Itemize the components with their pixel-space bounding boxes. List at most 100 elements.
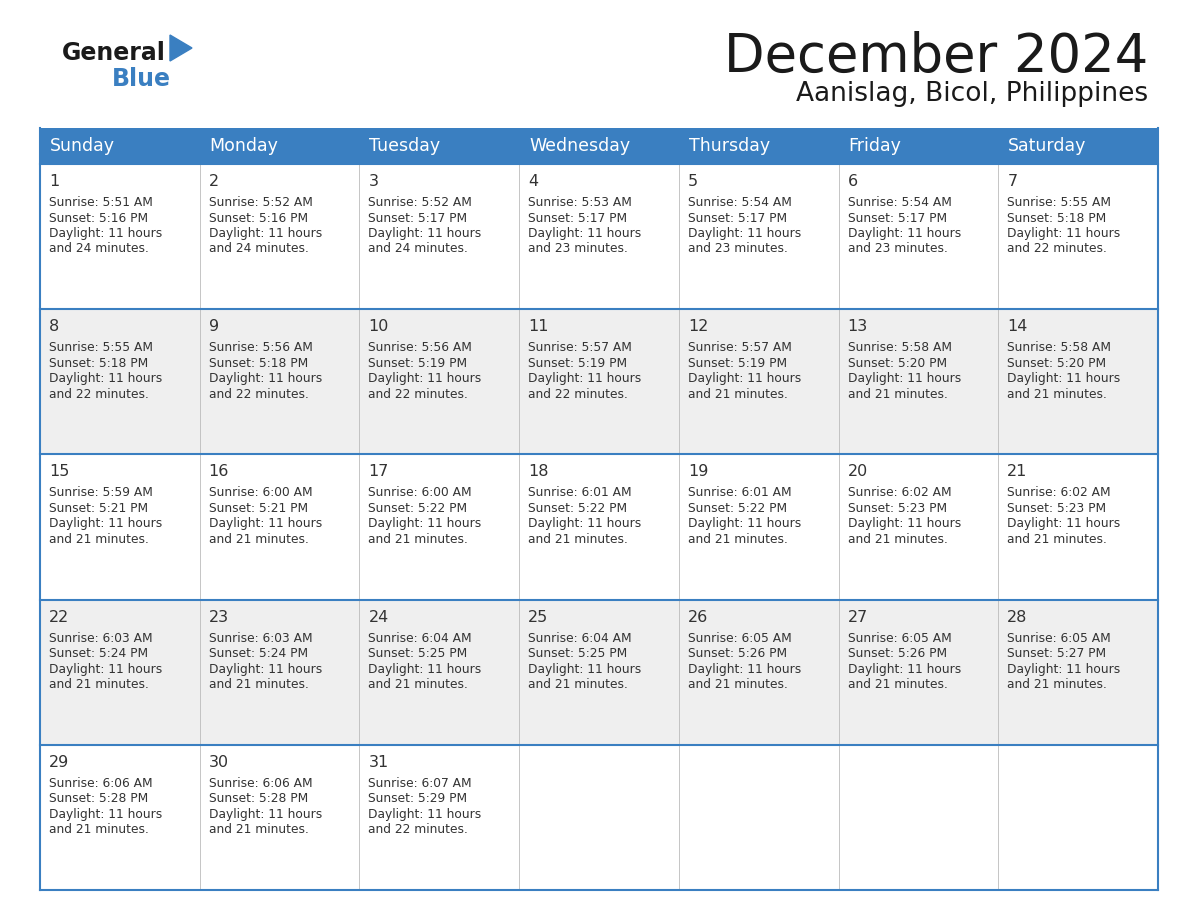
Text: Sunset: 5:19 PM: Sunset: 5:19 PM <box>688 357 786 370</box>
Bar <box>40 599 1158 744</box>
Text: 22: 22 <box>49 610 69 624</box>
Text: Daylight: 11 hours: Daylight: 11 hours <box>688 372 801 386</box>
Text: 18: 18 <box>529 465 549 479</box>
Text: Daylight: 11 hours: Daylight: 11 hours <box>49 808 163 821</box>
Text: Sunrise: 5:54 AM: Sunrise: 5:54 AM <box>847 196 952 209</box>
Text: Daylight: 11 hours: Daylight: 11 hours <box>1007 518 1120 531</box>
Text: and 21 minutes.: and 21 minutes. <box>529 533 628 546</box>
Text: Sunset: 5:18 PM: Sunset: 5:18 PM <box>209 357 308 370</box>
Text: Sunrise: 6:00 AM: Sunrise: 6:00 AM <box>209 487 312 499</box>
Text: Sunset: 5:17 PM: Sunset: 5:17 PM <box>529 211 627 225</box>
Text: 28: 28 <box>1007 610 1028 624</box>
Text: and 21 minutes.: and 21 minutes. <box>49 533 148 546</box>
Text: 8: 8 <box>49 319 59 334</box>
Text: 11: 11 <box>529 319 549 334</box>
Text: Sunrise: 5:57 AM: Sunrise: 5:57 AM <box>688 341 791 354</box>
Text: and 23 minutes.: and 23 minutes. <box>847 242 948 255</box>
Text: 30: 30 <box>209 755 229 770</box>
Text: and 22 minutes.: and 22 minutes. <box>1007 242 1107 255</box>
Text: 14: 14 <box>1007 319 1028 334</box>
Text: Sunrise: 6:04 AM: Sunrise: 6:04 AM <box>529 632 632 644</box>
Text: Sunrise: 5:58 AM: Sunrise: 5:58 AM <box>1007 341 1111 354</box>
Text: Sunrise: 6:06 AM: Sunrise: 6:06 AM <box>209 777 312 789</box>
Text: Sunset: 5:20 PM: Sunset: 5:20 PM <box>847 357 947 370</box>
Text: Daylight: 11 hours: Daylight: 11 hours <box>49 372 163 386</box>
Text: 12: 12 <box>688 319 708 334</box>
Text: Sunrise: 6:03 AM: Sunrise: 6:03 AM <box>49 632 152 644</box>
Text: Sunset: 5:17 PM: Sunset: 5:17 PM <box>368 211 468 225</box>
Text: Daylight: 11 hours: Daylight: 11 hours <box>209 808 322 821</box>
Text: Sunrise: 5:51 AM: Sunrise: 5:51 AM <box>49 196 153 209</box>
Text: Daylight: 11 hours: Daylight: 11 hours <box>1007 663 1120 676</box>
Text: Daylight: 11 hours: Daylight: 11 hours <box>368 808 481 821</box>
Text: Daylight: 11 hours: Daylight: 11 hours <box>1007 227 1120 240</box>
Text: and 21 minutes.: and 21 minutes. <box>1007 387 1107 400</box>
Text: Monday: Monday <box>210 137 279 155</box>
Text: Daylight: 11 hours: Daylight: 11 hours <box>529 372 642 386</box>
Text: Daylight: 11 hours: Daylight: 11 hours <box>368 518 481 531</box>
Text: Sunday: Sunday <box>50 137 115 155</box>
Text: Daylight: 11 hours: Daylight: 11 hours <box>209 227 322 240</box>
Text: Sunset: 5:25 PM: Sunset: 5:25 PM <box>529 647 627 660</box>
Text: Sunrise: 6:04 AM: Sunrise: 6:04 AM <box>368 632 472 644</box>
Text: Sunset: 5:29 PM: Sunset: 5:29 PM <box>368 792 468 805</box>
Text: and 21 minutes.: and 21 minutes. <box>209 678 309 691</box>
Text: 26: 26 <box>688 610 708 624</box>
Text: Sunset: 5:22 PM: Sunset: 5:22 PM <box>529 502 627 515</box>
Text: Sunset: 5:23 PM: Sunset: 5:23 PM <box>1007 502 1106 515</box>
Text: and 24 minutes.: and 24 minutes. <box>209 242 309 255</box>
Text: Sunrise: 6:05 AM: Sunrise: 6:05 AM <box>1007 632 1111 644</box>
Text: 23: 23 <box>209 610 229 624</box>
Text: Sunrise: 6:07 AM: Sunrise: 6:07 AM <box>368 777 472 789</box>
Text: and 22 minutes.: and 22 minutes. <box>209 387 309 400</box>
Text: and 21 minutes.: and 21 minutes. <box>368 678 468 691</box>
Text: and 21 minutes.: and 21 minutes. <box>529 678 628 691</box>
Bar <box>40 128 1158 164</box>
Text: Daylight: 11 hours: Daylight: 11 hours <box>847 372 961 386</box>
Text: Sunrise: 5:59 AM: Sunrise: 5:59 AM <box>49 487 153 499</box>
Text: 19: 19 <box>688 465 708 479</box>
Text: 31: 31 <box>368 755 388 770</box>
Text: and 22 minutes.: and 22 minutes. <box>49 387 148 400</box>
Text: Daylight: 11 hours: Daylight: 11 hours <box>209 518 322 531</box>
Text: and 21 minutes.: and 21 minutes. <box>847 678 948 691</box>
Text: 4: 4 <box>529 174 538 189</box>
Text: and 21 minutes.: and 21 minutes. <box>209 823 309 836</box>
Text: and 21 minutes.: and 21 minutes. <box>688 678 788 691</box>
Text: Blue: Blue <box>112 67 171 91</box>
Text: 20: 20 <box>847 465 867 479</box>
Text: Sunrise: 6:03 AM: Sunrise: 6:03 AM <box>209 632 312 644</box>
Text: and 21 minutes.: and 21 minutes. <box>847 533 948 546</box>
Text: Daylight: 11 hours: Daylight: 11 hours <box>209 372 322 386</box>
Text: General: General <box>62 41 166 65</box>
Text: Daylight: 11 hours: Daylight: 11 hours <box>688 227 801 240</box>
Text: and 21 minutes.: and 21 minutes. <box>688 533 788 546</box>
Text: Tuesday: Tuesday <box>369 137 441 155</box>
Text: Sunrise: 6:05 AM: Sunrise: 6:05 AM <box>847 632 952 644</box>
Text: Daylight: 11 hours: Daylight: 11 hours <box>49 518 163 531</box>
Text: Daylight: 11 hours: Daylight: 11 hours <box>847 518 961 531</box>
Text: Sunrise: 5:56 AM: Sunrise: 5:56 AM <box>368 341 473 354</box>
Text: Sunrise: 5:53 AM: Sunrise: 5:53 AM <box>529 196 632 209</box>
Text: 13: 13 <box>847 319 867 334</box>
Text: and 24 minutes.: and 24 minutes. <box>368 242 468 255</box>
Text: and 21 minutes.: and 21 minutes. <box>1007 533 1107 546</box>
Text: and 24 minutes.: and 24 minutes. <box>49 242 148 255</box>
Text: and 21 minutes.: and 21 minutes. <box>1007 678 1107 691</box>
Text: 1: 1 <box>49 174 59 189</box>
Text: 10: 10 <box>368 319 388 334</box>
Text: 17: 17 <box>368 465 388 479</box>
Text: Sunset: 5:16 PM: Sunset: 5:16 PM <box>49 211 148 225</box>
Text: and 21 minutes.: and 21 minutes. <box>688 387 788 400</box>
Text: Sunset: 5:20 PM: Sunset: 5:20 PM <box>1007 357 1106 370</box>
Text: Sunset: 5:28 PM: Sunset: 5:28 PM <box>209 792 308 805</box>
Text: Sunrise: 5:57 AM: Sunrise: 5:57 AM <box>529 341 632 354</box>
Text: 15: 15 <box>49 465 69 479</box>
Text: 9: 9 <box>209 319 219 334</box>
Text: and 21 minutes.: and 21 minutes. <box>847 387 948 400</box>
Text: December 2024: December 2024 <box>723 31 1148 83</box>
Text: Daylight: 11 hours: Daylight: 11 hours <box>368 227 481 240</box>
Text: Sunrise: 5:52 AM: Sunrise: 5:52 AM <box>368 196 473 209</box>
Bar <box>40 454 1158 599</box>
Text: Daylight: 11 hours: Daylight: 11 hours <box>368 372 481 386</box>
